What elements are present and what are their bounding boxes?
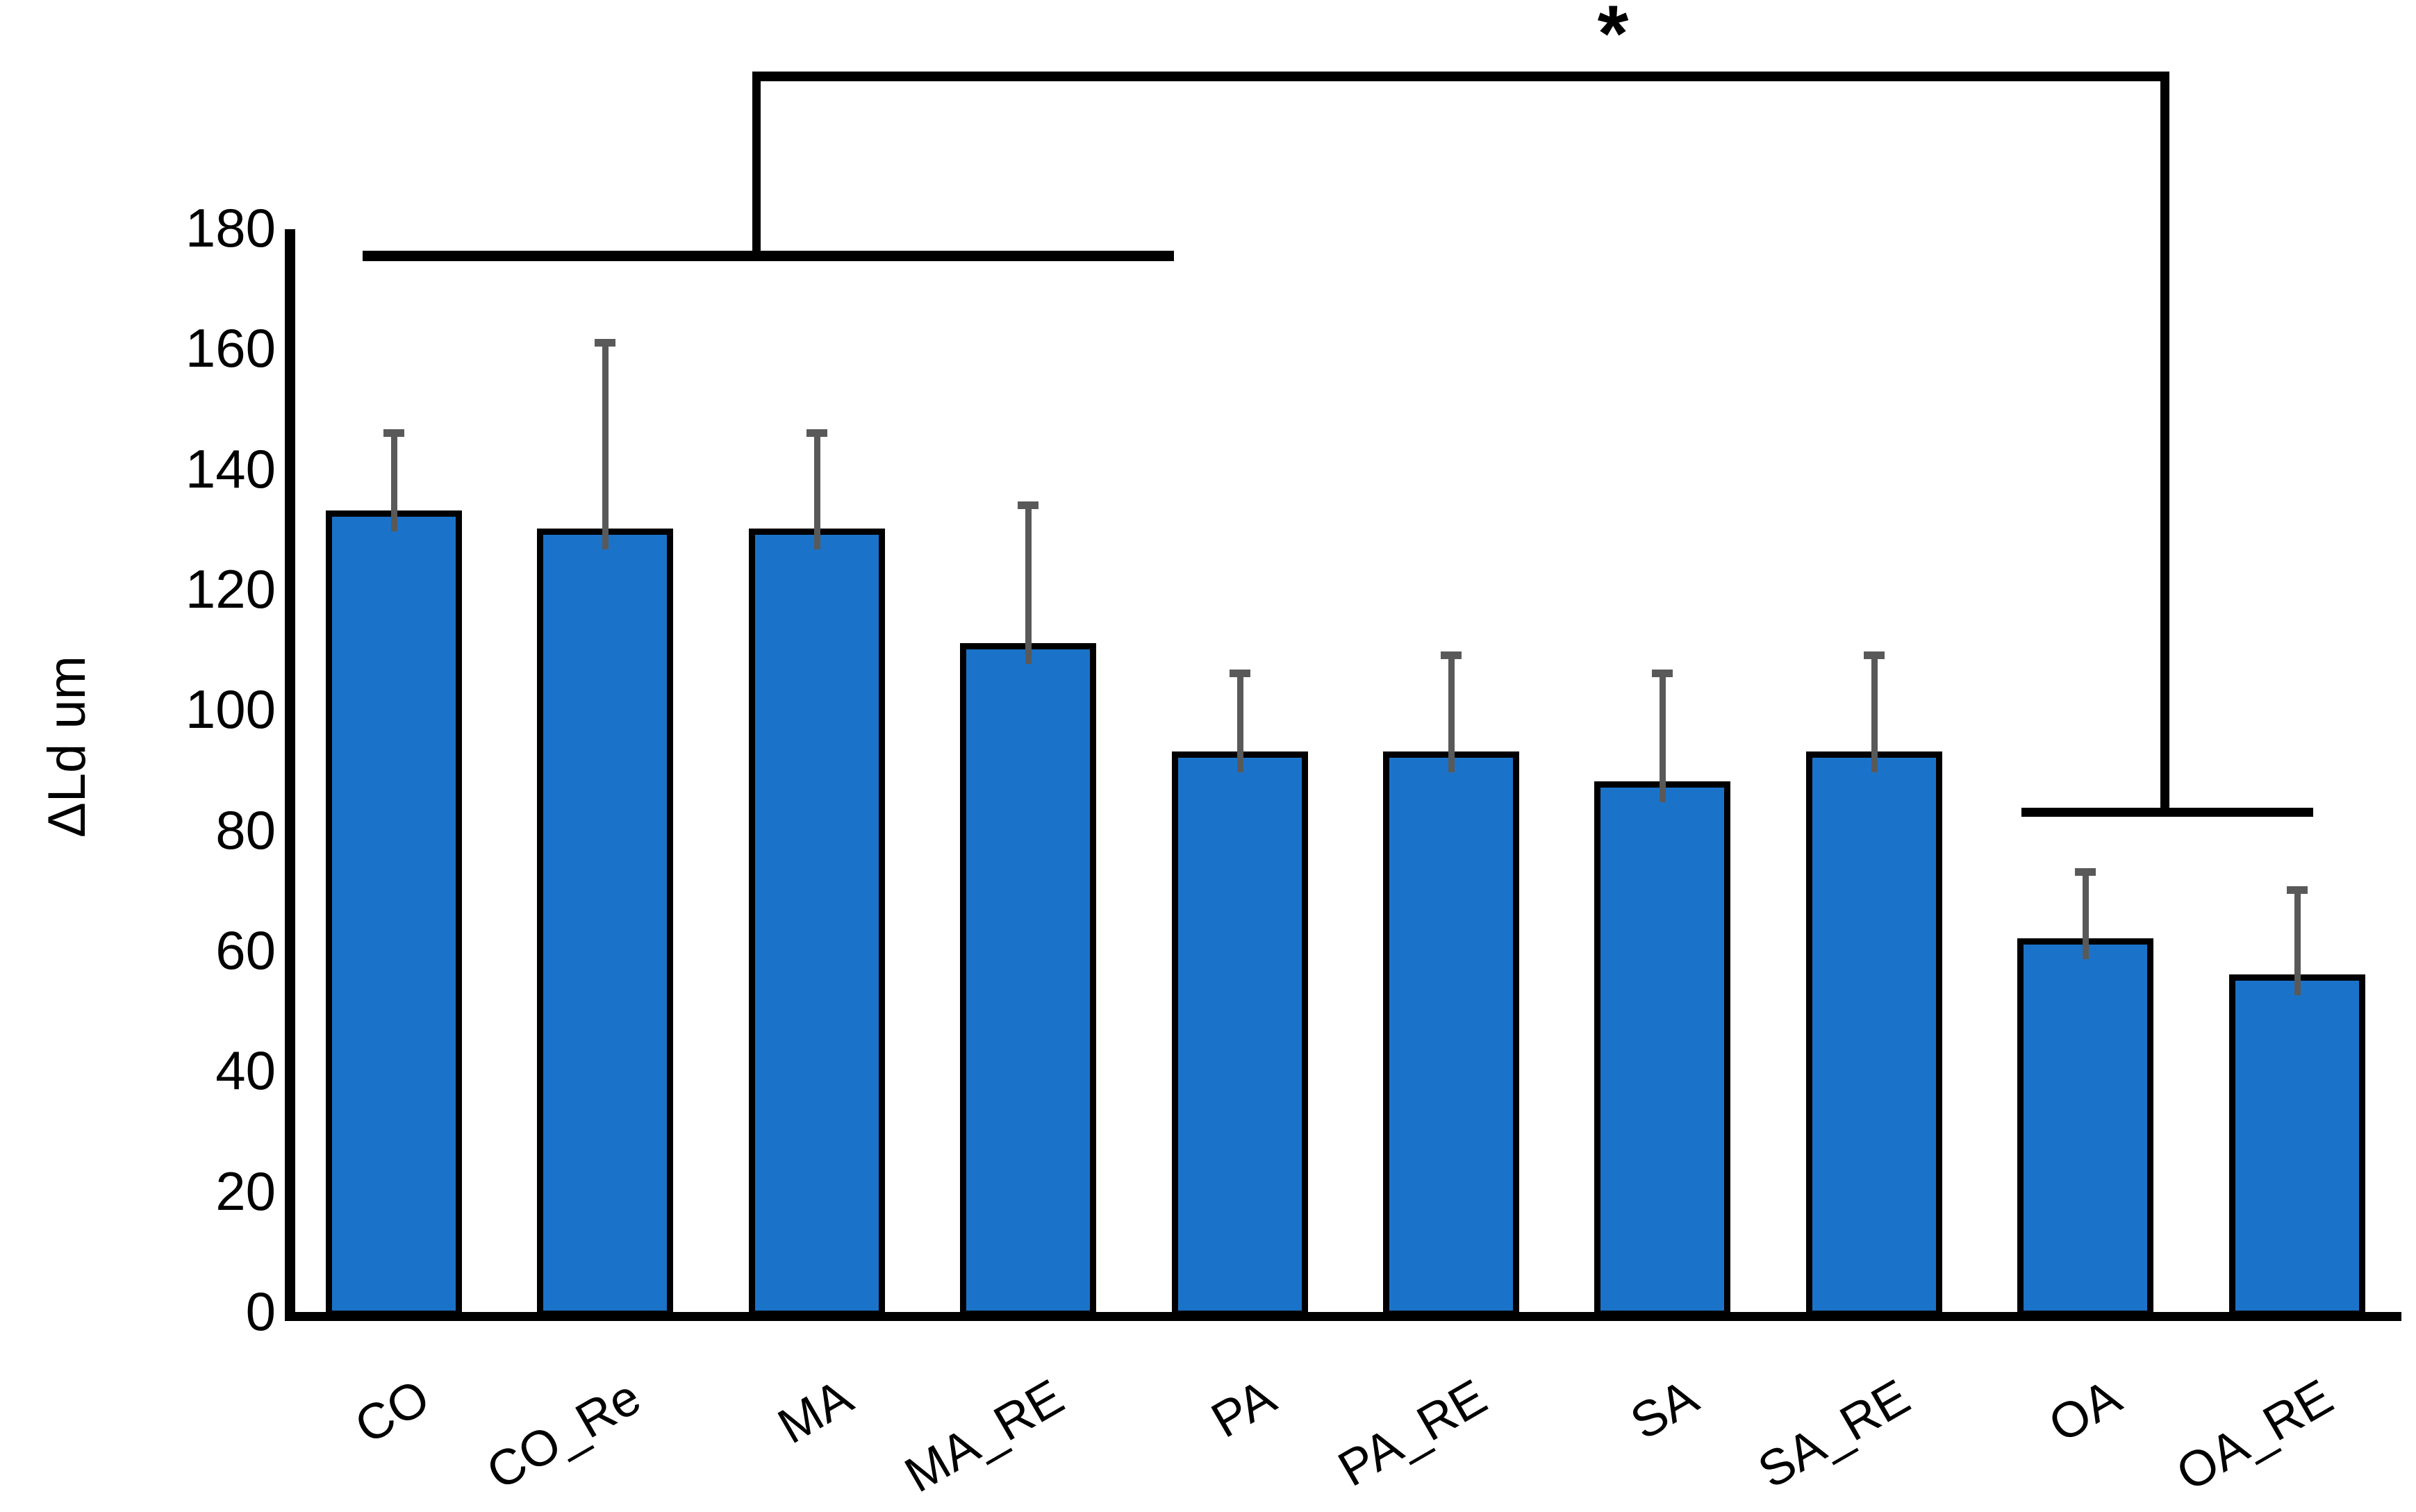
error-bar-cap xyxy=(2075,868,2096,877)
y-tick-label: 60 xyxy=(215,920,276,981)
bar xyxy=(1805,751,1942,1317)
error-bar-stem xyxy=(602,344,609,550)
error-bar-cap xyxy=(806,429,827,437)
significance-bracket-right-vertical xyxy=(2160,72,2169,817)
error-bar-stem xyxy=(2083,874,2090,959)
bar xyxy=(2017,938,2154,1317)
error-bar-stem xyxy=(391,435,397,532)
error-bar-stem xyxy=(1448,658,1455,772)
bar xyxy=(1594,781,1731,1317)
error-bar-stem xyxy=(1871,658,1878,772)
bar xyxy=(748,529,885,1317)
error-bar-stem xyxy=(813,435,820,550)
x-category-label: CO xyxy=(345,1369,439,1455)
error-bar-stem xyxy=(1025,507,1032,664)
bar xyxy=(326,510,462,1317)
error-bar-stem xyxy=(1660,676,1666,803)
error-bar-cap xyxy=(1652,670,1673,678)
y-tick-label: 100 xyxy=(185,679,276,740)
y-tick-label: 160 xyxy=(185,317,276,379)
error-bar-cap xyxy=(1018,501,1039,509)
bar xyxy=(2228,974,2365,1317)
error-bar-cap xyxy=(595,338,616,347)
y-axis-line xyxy=(285,229,295,1321)
bar xyxy=(537,529,674,1317)
y-tick-label: 140 xyxy=(185,438,276,499)
significance-bracket-left-group-line xyxy=(363,251,1174,261)
error-bar-stem xyxy=(2294,892,2301,995)
significance-asterisk: * xyxy=(1597,0,1629,78)
error-bar-cap xyxy=(383,429,404,437)
y-tick-label: 120 xyxy=(185,558,276,620)
bar xyxy=(1383,751,1519,1317)
y-tick-label: 40 xyxy=(215,1040,276,1102)
significance-bracket-left-vertical xyxy=(752,75,761,261)
significance-bracket-top-line xyxy=(752,72,2169,81)
error-bar-cap xyxy=(1863,651,1885,660)
significance-bracket-right-group-line xyxy=(2021,808,2313,817)
error-bar-cap xyxy=(1229,670,1250,678)
bar xyxy=(960,643,1097,1317)
error-bar-cap xyxy=(2286,886,2308,895)
y-tick-label: 180 xyxy=(185,197,276,258)
error-bar-cap xyxy=(1441,651,1462,660)
error-bar-stem xyxy=(1236,676,1243,772)
y-tick-label: 80 xyxy=(215,799,276,861)
bar xyxy=(1171,751,1308,1317)
y-tick-label: 20 xyxy=(215,1160,276,1222)
y-tick-label: 0 xyxy=(245,1281,276,1342)
